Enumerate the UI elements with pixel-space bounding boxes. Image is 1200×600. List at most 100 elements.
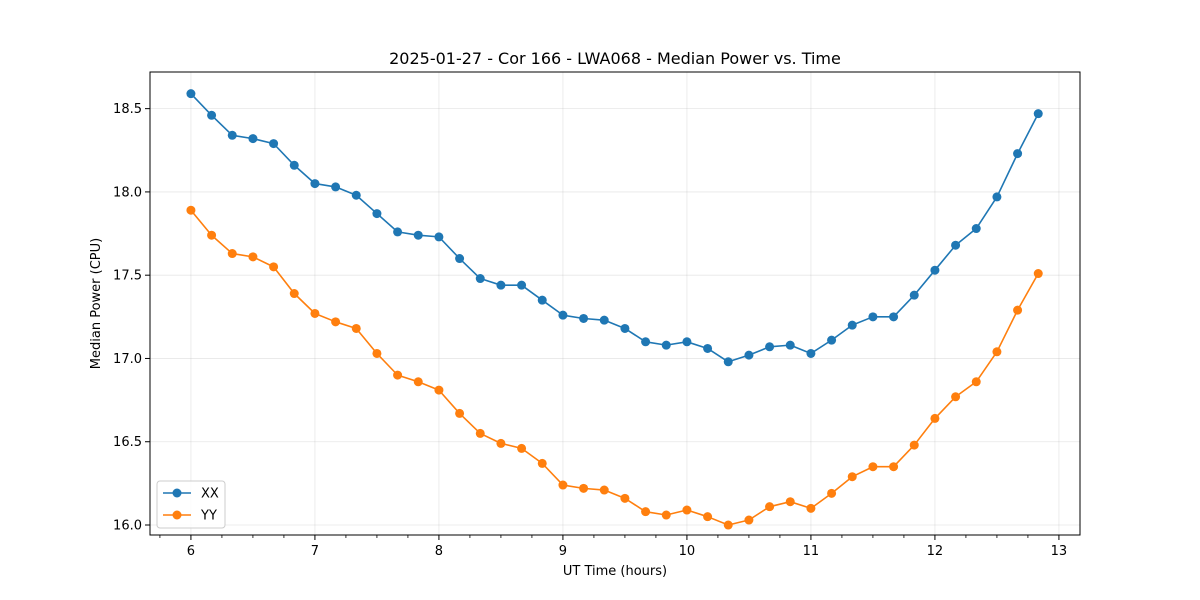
data-point-yy bbox=[1033, 269, 1043, 279]
legend-marker-yy bbox=[172, 510, 182, 520]
data-point-yy bbox=[641, 507, 651, 517]
data-point-yy bbox=[537, 458, 547, 468]
data-point-yy bbox=[434, 385, 444, 395]
x-tick-label: 13 bbox=[1051, 544, 1068, 559]
data-point-xx bbox=[248, 134, 258, 144]
x-tick-label: 9 bbox=[559, 544, 567, 559]
grid-lines bbox=[150, 72, 1080, 535]
x-tick-label: 6 bbox=[187, 544, 195, 559]
data-point-yy bbox=[971, 377, 981, 387]
data-point-yy bbox=[992, 347, 1002, 357]
y-axis: 16.0 16.5 17.0 17.5 18.0 18.5 bbox=[113, 102, 150, 534]
data-point-xx bbox=[723, 357, 733, 367]
data-point-xx bbox=[227, 130, 237, 140]
data-point-xx bbox=[951, 240, 961, 250]
data-point-yy bbox=[827, 488, 837, 498]
legend-label-yy: YY bbox=[200, 509, 217, 524]
data-point-yy bbox=[186, 205, 196, 215]
data-point-yy bbox=[372, 348, 382, 358]
data-point-yy bbox=[1013, 305, 1023, 315]
data-point-xx bbox=[496, 280, 506, 290]
data-point-xx bbox=[393, 227, 403, 237]
data-point-yy bbox=[661, 510, 671, 520]
data-point-xx bbox=[434, 232, 444, 242]
data-point-xx bbox=[765, 342, 775, 352]
data-point-yy bbox=[599, 485, 609, 495]
data-point-xx bbox=[599, 315, 609, 325]
legend-label-xx: XX bbox=[201, 487, 219, 502]
data-point-yy bbox=[310, 308, 320, 318]
legend: XX YY bbox=[156, 480, 226, 529]
x-tick-label: 12 bbox=[927, 544, 944, 559]
data-point-yy bbox=[889, 462, 899, 472]
data-point-xx bbox=[661, 340, 671, 350]
data-point-yy bbox=[620, 493, 630, 503]
data-point-xx bbox=[310, 179, 320, 189]
data-point-xx bbox=[558, 310, 568, 320]
data-point-xx bbox=[847, 320, 857, 330]
data-point-yy bbox=[558, 480, 568, 490]
data-point-yy bbox=[744, 515, 754, 525]
data-point-xx bbox=[827, 335, 837, 345]
data-point-xx bbox=[1033, 109, 1043, 119]
data-point-yy bbox=[847, 472, 857, 482]
data-point-yy bbox=[765, 502, 775, 512]
data-point-yy bbox=[723, 520, 733, 530]
x-axis: 6 7 8 9 10 11 12 13 bbox=[159, 535, 1068, 559]
y-axis-label: Median Power (CPU) bbox=[89, 238, 104, 369]
data-point-yy bbox=[207, 230, 217, 240]
data-point-yy bbox=[248, 252, 258, 262]
data-point-xx bbox=[579, 313, 589, 323]
data-point-xx bbox=[703, 343, 713, 353]
data-point-yy bbox=[227, 249, 237, 259]
y-tick-label: 17.0 bbox=[113, 352, 142, 367]
series-layer bbox=[186, 89, 1043, 530]
data-point-yy bbox=[951, 392, 961, 402]
data-point-xx bbox=[682, 337, 692, 347]
x-tick-label: 7 bbox=[311, 544, 319, 559]
data-point-yy bbox=[579, 483, 589, 493]
x-tick-label: 11 bbox=[803, 544, 820, 559]
data-point-yy bbox=[475, 428, 485, 438]
data-point-xx bbox=[992, 192, 1002, 202]
data-point-xx bbox=[186, 89, 196, 99]
data-point-yy bbox=[909, 440, 919, 450]
data-point-yy bbox=[703, 512, 713, 522]
data-point-xx bbox=[517, 280, 527, 290]
x-tick-label: 8 bbox=[435, 544, 443, 559]
data-point-yy bbox=[413, 377, 423, 387]
data-point-yy bbox=[455, 408, 465, 418]
data-point-yy bbox=[393, 370, 403, 380]
data-point-xx bbox=[620, 323, 630, 333]
y-tick-label: 18.5 bbox=[113, 102, 142, 117]
data-point-yy bbox=[351, 323, 361, 333]
x-tick-label: 10 bbox=[679, 544, 696, 559]
data-point-xx bbox=[289, 160, 299, 170]
data-point-yy bbox=[806, 503, 816, 513]
data-point-yy bbox=[496, 438, 506, 448]
data-point-xx bbox=[413, 230, 423, 240]
data-point-xx bbox=[1013, 149, 1023, 159]
data-point-yy bbox=[868, 462, 878, 472]
data-point-xx bbox=[785, 340, 795, 350]
data-point-yy bbox=[517, 443, 527, 453]
y-tick-label: 16.0 bbox=[113, 519, 142, 534]
data-point-yy bbox=[930, 413, 940, 423]
plot-frame bbox=[149, 71, 1081, 536]
data-point-yy bbox=[785, 497, 795, 507]
data-point-xx bbox=[868, 312, 878, 322]
y-tick-label: 16.5 bbox=[113, 435, 142, 450]
legend-marker-xx bbox=[172, 488, 182, 498]
data-point-xx bbox=[207, 110, 217, 120]
data-point-xx bbox=[930, 265, 940, 275]
data-point-yy bbox=[289, 289, 299, 299]
y-tick-label: 17.5 bbox=[113, 269, 142, 284]
data-point-yy bbox=[331, 317, 341, 327]
data-point-xx bbox=[889, 312, 899, 322]
data-point-xx bbox=[641, 337, 651, 347]
series-yy bbox=[186, 205, 1043, 530]
data-point-xx bbox=[909, 290, 919, 300]
chart-title: 2025-01-27 - Cor 166 - LWA068 - Median P… bbox=[389, 49, 841, 68]
x-axis-label: UT Time (hours) bbox=[563, 564, 667, 579]
series-xx bbox=[186, 89, 1043, 367]
